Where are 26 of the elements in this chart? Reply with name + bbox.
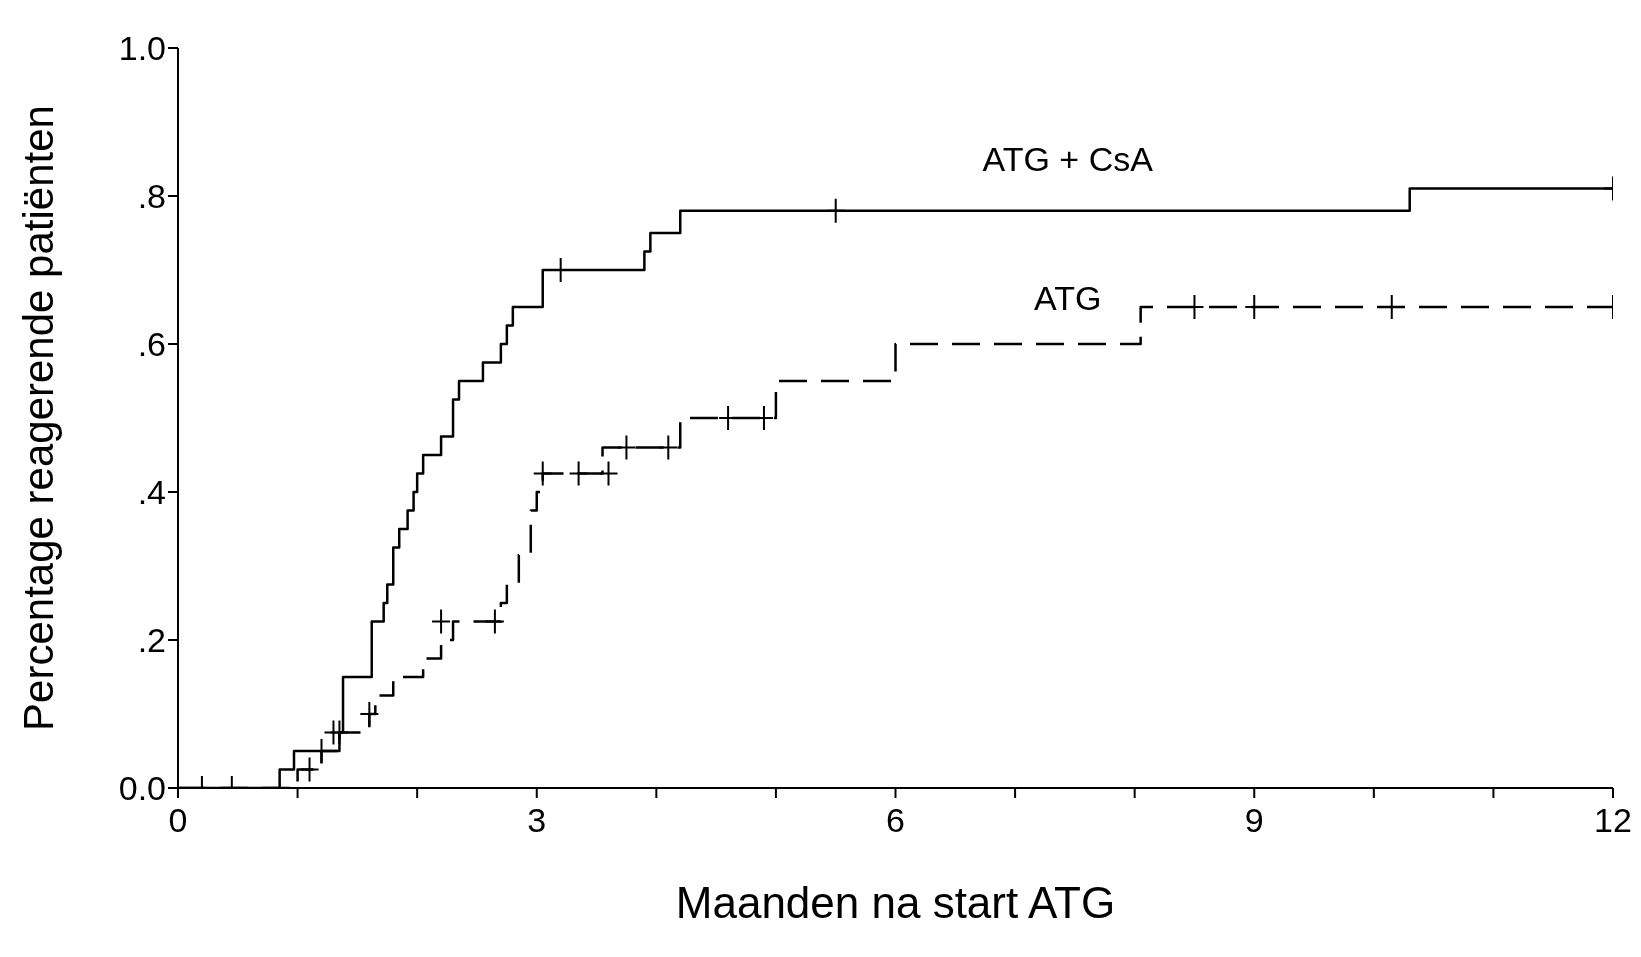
y-tick-label: .2 xyxy=(137,621,166,660)
point xyxy=(432,609,451,634)
series-label: ATG + CsA xyxy=(982,139,1154,178)
point xyxy=(599,461,618,486)
y-axis-title: Percentage reagerende patiënten xyxy=(14,105,62,731)
point xyxy=(330,720,349,745)
y-tick-label: 1.0 xyxy=(118,29,166,68)
point xyxy=(360,702,379,726)
point xyxy=(826,198,845,223)
point xyxy=(659,435,678,460)
point xyxy=(300,757,319,782)
y-tick-label: .6 xyxy=(137,325,166,364)
y-tick-label: .4 xyxy=(137,473,166,512)
x-axis-title: Maanden na start ATG xyxy=(675,878,1116,927)
y-tick-label: 0.0 xyxy=(118,769,166,808)
x-tick-label: 0 xyxy=(168,801,188,840)
x-tick-label: 9 xyxy=(1244,801,1264,840)
point xyxy=(569,461,588,486)
point xyxy=(533,461,552,486)
y-tick-label: .8 xyxy=(137,177,166,216)
x-tick-label: 6 xyxy=(886,801,905,840)
point xyxy=(485,609,504,634)
point xyxy=(617,435,636,460)
series-label: ATG xyxy=(1034,279,1102,317)
x-tick-label: 12 xyxy=(1594,801,1632,840)
x-tick-label: 3 xyxy=(527,801,547,840)
